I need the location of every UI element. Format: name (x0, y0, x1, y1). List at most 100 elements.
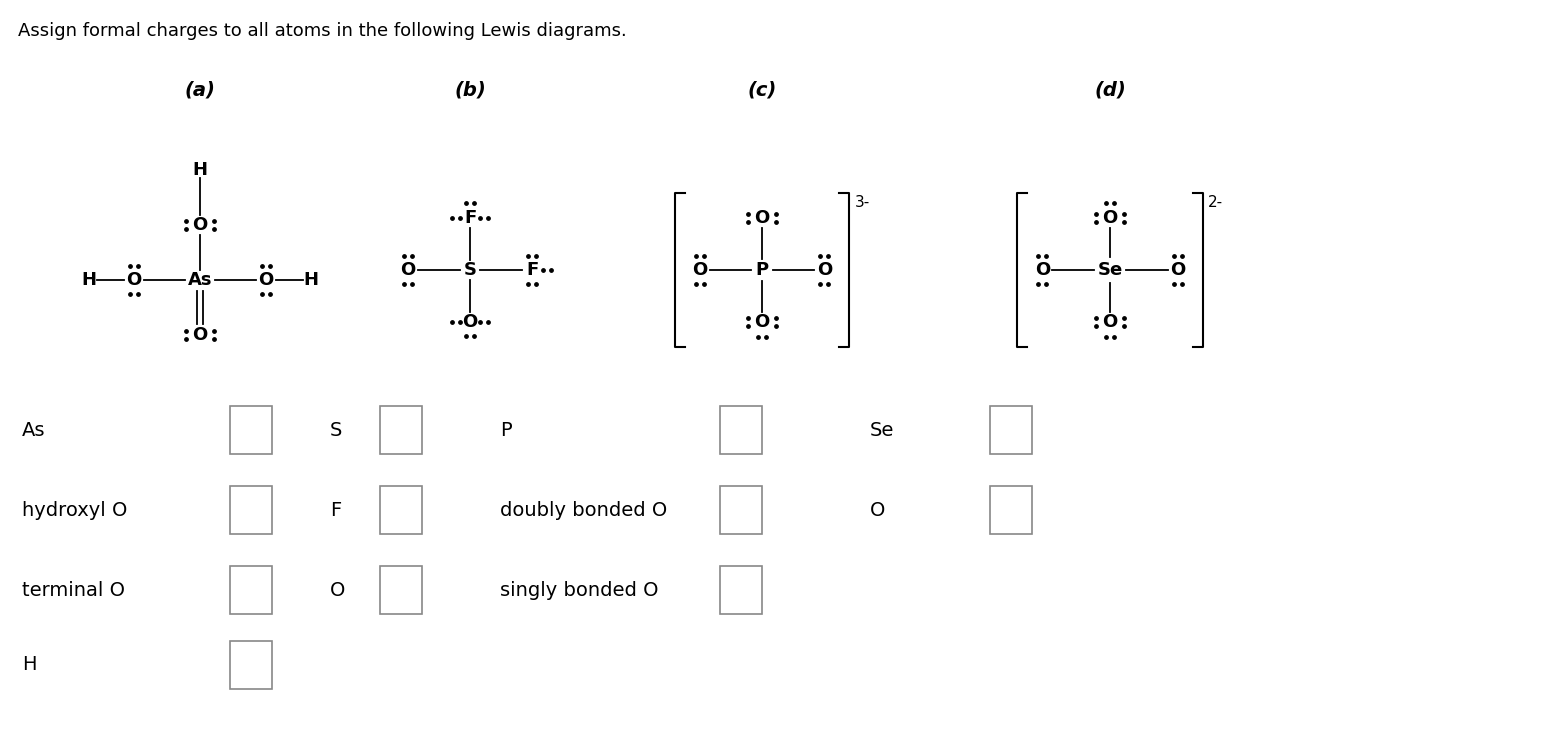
Point (439, 212, 465, 224)
Point (1168, 278, 1193, 290)
Text: S: S (330, 421, 343, 440)
Text: As: As (188, 271, 213, 289)
Text: terminal O: terminal O (22, 581, 125, 600)
Text: O: O (258, 271, 274, 289)
Point (117, 288, 142, 300)
Text: H: H (303, 271, 319, 289)
Text: singly bonded O: singly bonded O (500, 581, 658, 600)
Point (516, 250, 541, 262)
Point (399, 250, 424, 262)
Point (125, 260, 150, 272)
FancyBboxPatch shape (230, 406, 272, 454)
Point (1160, 250, 1186, 262)
Point (735, 320, 760, 332)
Text: P: P (755, 261, 768, 279)
Text: O: O (1103, 313, 1118, 331)
Text: (b): (b) (454, 81, 486, 100)
Point (763, 208, 788, 220)
Point (202, 223, 227, 235)
Text: H: H (192, 161, 208, 179)
Point (174, 333, 199, 345)
Text: Se: Se (870, 421, 895, 440)
FancyBboxPatch shape (230, 486, 272, 534)
Point (524, 250, 549, 262)
Point (468, 316, 493, 328)
Point (1084, 208, 1109, 220)
Point (809, 278, 834, 290)
Point (174, 223, 199, 235)
Point (683, 278, 708, 290)
Text: doubly bonded O: doubly bonded O (500, 501, 668, 520)
Text: (a): (a) (185, 81, 216, 100)
Point (735, 208, 760, 220)
FancyBboxPatch shape (230, 566, 272, 614)
Point (1112, 320, 1137, 332)
Text: O: O (463, 313, 477, 331)
Point (1034, 278, 1059, 290)
Text: O: O (192, 326, 208, 344)
Point (1168, 250, 1193, 262)
Point (1093, 331, 1118, 343)
Point (475, 316, 500, 328)
Point (1160, 278, 1186, 290)
Text: Assign formal charges to all atoms in the following Lewis diagrams.: Assign formal charges to all atoms in th… (19, 22, 627, 40)
Text: O: O (192, 216, 208, 234)
Text: H: H (81, 271, 97, 289)
Point (258, 260, 283, 272)
Point (530, 264, 555, 276)
Point (202, 215, 227, 227)
FancyBboxPatch shape (719, 486, 762, 534)
Text: O: O (816, 261, 832, 279)
Text: F: F (465, 209, 475, 227)
Point (475, 212, 500, 224)
Point (468, 212, 493, 224)
Point (1093, 197, 1118, 209)
Point (454, 330, 479, 342)
Point (816, 250, 841, 262)
Point (1101, 197, 1126, 209)
Point (763, 216, 788, 228)
Point (746, 331, 771, 343)
Point (250, 288, 275, 300)
Point (117, 260, 142, 272)
FancyBboxPatch shape (990, 406, 1032, 454)
Point (540, 264, 565, 276)
Point (1034, 250, 1059, 262)
Point (754, 331, 779, 343)
Point (524, 278, 549, 290)
Point (174, 325, 199, 337)
Point (1084, 312, 1109, 324)
Text: O: O (330, 581, 346, 600)
Text: 2-: 2- (1207, 195, 1223, 210)
Point (447, 212, 472, 224)
Point (1112, 208, 1137, 220)
Point (1101, 331, 1126, 343)
Point (1112, 216, 1137, 228)
Text: O: O (1103, 209, 1118, 227)
Point (399, 278, 424, 290)
Point (1084, 320, 1109, 332)
Point (454, 197, 479, 209)
Point (763, 312, 788, 324)
Point (1084, 216, 1109, 228)
Text: (d): (d) (1095, 81, 1126, 100)
FancyBboxPatch shape (719, 406, 762, 454)
Text: Se: Se (1098, 261, 1123, 279)
Point (250, 260, 275, 272)
Text: H: H (22, 655, 36, 675)
Point (763, 320, 788, 332)
Point (1026, 278, 1051, 290)
FancyBboxPatch shape (380, 406, 422, 454)
Point (691, 278, 716, 290)
Point (391, 250, 416, 262)
FancyBboxPatch shape (380, 486, 422, 534)
Text: F: F (526, 261, 538, 279)
Text: O: O (400, 261, 414, 279)
FancyBboxPatch shape (990, 486, 1032, 534)
FancyBboxPatch shape (380, 566, 422, 614)
Point (1112, 312, 1137, 324)
Text: hydroxyl O: hydroxyl O (22, 501, 127, 520)
Point (816, 278, 841, 290)
Point (735, 216, 760, 228)
Point (1026, 250, 1051, 262)
